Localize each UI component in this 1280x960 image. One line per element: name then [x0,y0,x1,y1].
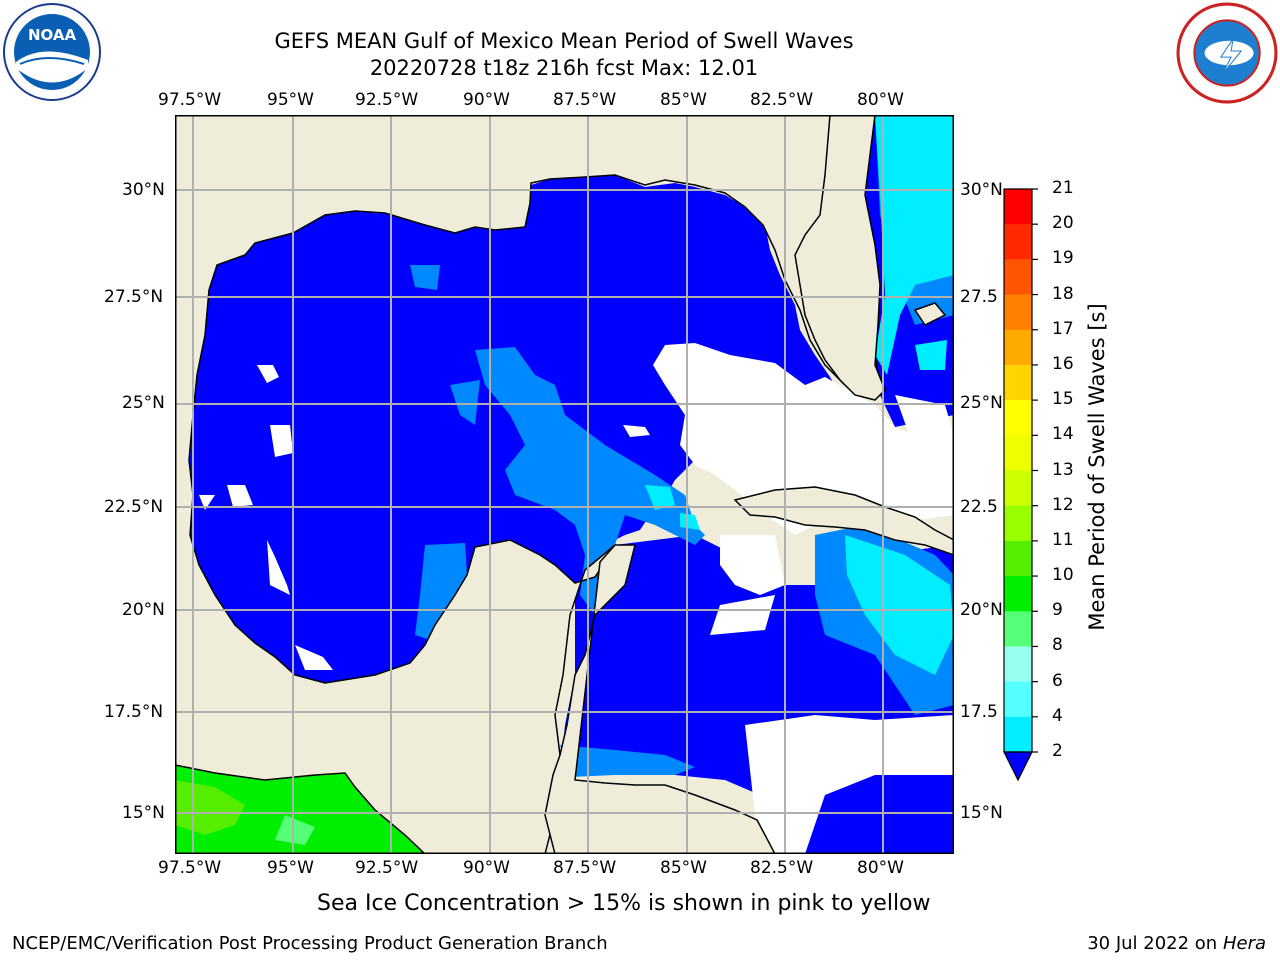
colorbar-tick-label: 2 [1052,741,1063,761]
lon-label: 85°W [660,90,707,110]
lat-label: 15°N [122,803,165,823]
lat-label: 25°N [122,393,165,413]
colorbar-segment [1004,259,1032,296]
lat-label: 20°N [122,600,165,620]
longer-period-patches [645,115,954,675]
lon-label: 95°W [267,90,314,110]
lon-label: 92.5°W [355,858,419,878]
colorbar-segment [1004,294,1032,331]
lat-label: 27.5 [960,287,998,307]
colorbar-segment [1004,505,1032,542]
colorbar-tick-label: 19 [1052,248,1074,269]
colorbar-tick-label: 12 [1052,494,1074,515]
colorbar-extend-arrow [1003,751,1033,782]
colorbar-tick-label: 9 [1052,600,1063,621]
lon-label: 97.5°W [158,90,222,110]
lon-label: 87.5°W [553,858,617,878]
colorbar-segment [1004,681,1032,718]
lon-label: 82.5°W [750,90,814,110]
map-subtitle: 20220728 t18z 216h fcst Max: 12.01 [369,56,759,80]
map-title: GEFS MEAN Gulf of Mexico Mean Period of … [274,29,854,53]
colorbar-segment [1004,470,1032,507]
lon-label: 90°W [463,858,510,878]
lon-label: 80°W [857,858,904,878]
lon-label: 97.5°W [158,858,222,878]
colorbar-ticks [1032,188,1038,753]
colorbar-segment [1004,540,1032,577]
lon-label: 87.5°W [553,90,617,110]
map-panel [175,115,954,854]
colorbar-tick-label: 21 [1052,178,1074,198]
lat-label: 22.5°N [104,497,164,517]
map-frame [175,115,954,854]
colorbar-segment [1004,646,1032,683]
colorbar-segments [1004,189,1032,753]
lat-label: 25°N [960,393,1003,413]
lon-label: 80°W [857,90,904,110]
lat-label: 17.5 [960,702,998,722]
nws-logo [1176,2,1278,104]
lat-label: 22.5 [960,497,998,517]
colorbar-segment [1004,364,1032,401]
colorbar-segment [1004,716,1032,753]
lat-label: 30°N [960,180,1003,200]
footer-host: Hera [1222,933,1266,954]
no-data-regions [199,343,954,854]
colorbar-tick-label: 8 [1052,635,1063,656]
lon-label: 92.5°W [355,90,419,110]
colorbar-segment [1004,611,1032,647]
colorbar [1003,188,1038,782]
noaa-logo: NOAA [3,3,101,101]
lat-label: 30°N [122,180,165,200]
colorbar-tick-label: 20 [1052,213,1074,234]
colorbar-segment [1004,576,1032,612]
colorbar-segment [1004,400,1032,436]
lon-label: 95°W [267,858,314,878]
lon-label: 82.5°W [750,858,814,878]
footer-run-info: 30 Jul 2022 on Hera [1087,933,1266,954]
colorbar-tick-label: 15 [1052,389,1074,410]
colorbar-segment [1004,189,1032,225]
colorbar-tick-label: 14 [1052,424,1074,445]
lon-label: 90°W [463,90,510,110]
lat-label: 15°N [960,803,1003,823]
footer-credit: NCEP/EMC/Verification Post Processing Pr… [12,933,608,954]
colorbar-segment [1004,224,1032,260]
lat-label: 27.5°N [104,287,164,307]
svg-text:NOAA: NOAA [28,26,77,44]
colorbar-tick-label: 18 [1052,283,1074,304]
sea-ice-note: Sea Ice Concentration > 15% is shown in … [317,891,931,916]
lat-label: 17.5°N [104,702,164,722]
colorbar-segment [1004,435,1032,471]
colorbar-segment [1004,329,1032,366]
colorbar-label: Mean Period of Swell Waves [s] [1085,303,1109,630]
colorbar-tick-label: 10 [1052,565,1074,586]
colorbar-tick-label: 11 [1052,529,1074,550]
graticule [175,115,954,854]
colorbar-label-wrap: Mean Period of Swell Waves [s] [1085,303,1109,630]
colorbar-tick-label: 16 [1052,353,1074,374]
footer-date: 30 Jul 2022 on [1087,933,1223,954]
colorbar-tick-label: 17 [1052,318,1074,339]
lon-label: 85°W [660,858,707,878]
lat-label: 20°N [960,600,1003,620]
colorbar-tick-label: 6 [1052,670,1063,691]
colorbar-tick-label: 4 [1052,705,1063,726]
colorbar-tick-label: 13 [1052,459,1074,480]
